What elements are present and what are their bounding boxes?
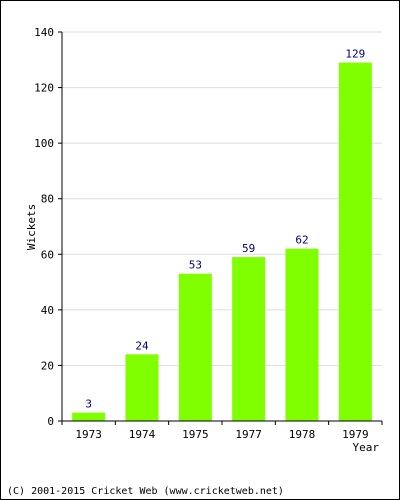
y-tick-label: 60 — [41, 248, 54, 261]
bar-1975 — [178, 273, 212, 421]
bar-1978 — [285, 248, 319, 421]
bar-1979 — [338, 62, 372, 422]
gridlines — [62, 31, 382, 366]
x-tick-label: 1978 — [289, 428, 316, 441]
y-tick-label: 40 — [41, 304, 54, 317]
data-label-1973: 3 — [85, 398, 92, 411]
data-label-1974: 24 — [135, 339, 149, 352]
y-tick-label: 120 — [34, 82, 54, 95]
x-tick-label: 1973 — [75, 428, 102, 441]
data-label-1975: 53 — [189, 259, 202, 272]
y-tick-label: 20 — [41, 359, 54, 372]
x-tick-label: 1977 — [235, 428, 262, 441]
y-tick-label: 0 — [47, 415, 54, 428]
data-label-1978: 62 — [295, 234, 308, 247]
data-labels: 3 24 53 59 62 129 — [85, 48, 365, 411]
data-label-1979: 129 — [345, 48, 365, 61]
copyright-footer: (C) 2001-2015 Cricket Web (www.cricketwe… — [7, 486, 284, 497]
bar-1974 — [125, 354, 159, 421]
bar-1977 — [232, 257, 266, 421]
axes — [58, 31, 383, 425]
bars — [72, 62, 372, 422]
x-tick-label: 1979 — [342, 428, 369, 441]
x-tick-label: 1975 — [182, 428, 209, 441]
y-axis-label: Wickets — [25, 204, 38, 250]
data-label-1977: 59 — [242, 242, 255, 255]
y-tick-label: 100 — [34, 137, 54, 150]
bar-1973 — [72, 412, 106, 421]
y-tick-label: 80 — [41, 193, 54, 206]
x-tick-label: 1974 — [129, 428, 156, 441]
tick-labels: 0 20 40 60 80 100 120 140 1973 1974 1975 1977 1978 19… — [34, 26, 368, 441]
y-tick-label: 140 — [34, 26, 54, 39]
x-axis-label: Year — [353, 441, 380, 454]
